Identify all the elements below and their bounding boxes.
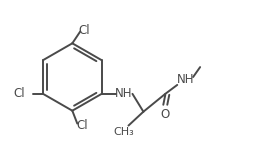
Text: Cl: Cl xyxy=(76,119,88,132)
Text: NH: NH xyxy=(176,73,194,86)
Text: Cl: Cl xyxy=(78,24,90,37)
Text: Cl: Cl xyxy=(14,87,25,100)
Text: NH: NH xyxy=(115,87,132,100)
Text: CH₃: CH₃ xyxy=(113,126,134,137)
Text: O: O xyxy=(161,108,170,121)
